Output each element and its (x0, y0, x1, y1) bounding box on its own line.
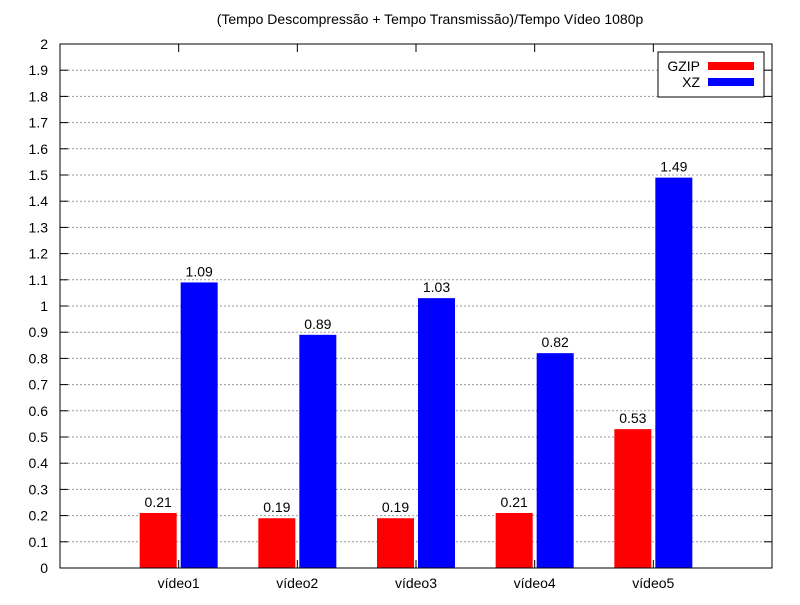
value-label: 0.89 (304, 316, 331, 332)
bar-xz-1 (180, 282, 218, 568)
bar-xz-3 (418, 298, 455, 568)
x-tick-label: vídeo1 (158, 575, 200, 591)
plot-frame (59, 43, 773, 569)
bar-xz-4 (536, 353, 574, 568)
y-axis-ticks: 0 0.1 0.2 0.3 0.4 0.5 0.6 0.7 0.8 0.9 1 1.1 1.2 1.3 1.… (29, 36, 772, 576)
x-tick-label: vídeo3 (395, 575, 437, 591)
y-tick-label: 0.3 (29, 481, 49, 497)
value-label: 0.19 (263, 499, 290, 515)
y-tick-label: 1 (40, 298, 48, 314)
y-tick-label: 0.6 (29, 403, 49, 419)
value-label: 0.21 (501, 494, 528, 510)
legend-swatch-xz (708, 78, 754, 86)
y-tick-label: 0.5 (29, 429, 49, 445)
legend-label: GZIP (667, 58, 700, 74)
value-labels: 0.21 1.09 0.19 0.89 0.19 1.03 0.21 0.82 0.53 1.49 (145, 159, 688, 516)
y-tick-label: 0.2 (29, 508, 49, 524)
y-tick-label: 1.2 (29, 246, 49, 262)
bars (139, 177, 693, 568)
x-tick-label: vídeo4 (514, 575, 556, 591)
grid-lines (60, 69, 772, 543)
bar-gzip-1 (139, 512, 177, 568)
bar-xz-2 (299, 334, 337, 568)
y-tick-label: 1.4 (29, 193, 49, 209)
chart-title: (Tempo Descompressão + Tempo Transmissão… (217, 11, 644, 27)
bar-gzip-5 (614, 429, 652, 568)
y-tick-label: 1.6 (29, 141, 49, 157)
x-tick-label: vídeo2 (276, 575, 318, 591)
y-tick-label: 0.1 (29, 534, 49, 550)
bar-gzip-3 (377, 518, 414, 568)
value-label: 1.09 (186, 263, 213, 279)
value-label: 0.19 (382, 499, 409, 515)
x-tick-label: vídeo5 (632, 575, 674, 591)
y-tick-label: 1.7 (29, 115, 49, 131)
y-tick-label: 0 (40, 560, 48, 576)
legend-label: XZ (682, 74, 700, 90)
y-tick-label: 0.8 (29, 350, 49, 366)
value-label: 1.49 (660, 159, 687, 175)
value-label: 0.21 (145, 494, 172, 510)
value-label: 1.03 (423, 279, 450, 295)
bar-gzip-2 (258, 518, 296, 568)
bar-xz-5 (655, 177, 693, 568)
bar-gzip-4 (495, 512, 533, 568)
value-label: 0.53 (619, 410, 646, 426)
y-tick-label: 1.5 (29, 167, 49, 183)
y-tick-label: 0.9 (29, 324, 49, 340)
legend-swatch-gzip (708, 62, 754, 70)
y-tick-label: 1.9 (29, 62, 49, 78)
value-label: 0.82 (542, 334, 569, 350)
x-axis-ticks: vídeo1 vídeo2 vídeo3 vídeo4 vídeo5 (158, 44, 675, 591)
y-tick-label: 0.4 (29, 455, 49, 471)
y-tick-label: 1.8 (29, 88, 49, 104)
y-tick-label: 1.3 (29, 219, 49, 235)
y-tick-label: 2 (40, 36, 48, 52)
y-tick-label: 1.1 (29, 272, 49, 288)
legend-box (657, 51, 765, 98)
y-tick-label: 0.7 (29, 377, 49, 393)
